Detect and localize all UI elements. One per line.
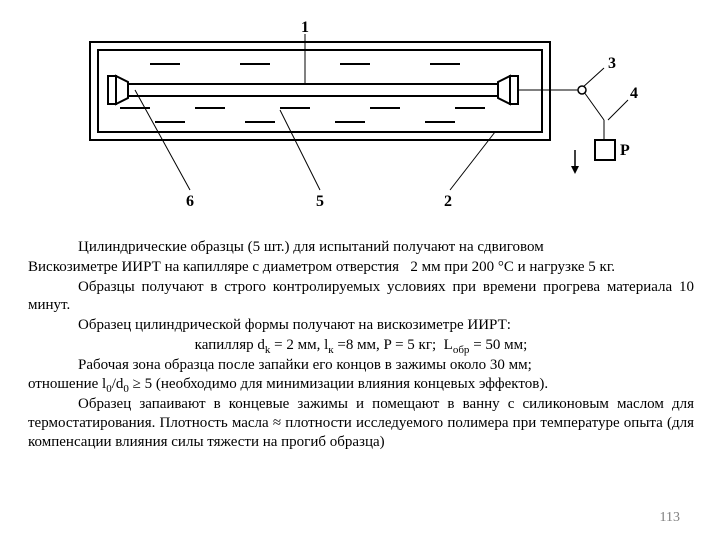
label-3: 3 <box>608 55 616 72</box>
body-text: Цилиндрические образцы (5 шт.) для испыт… <box>28 238 694 452</box>
label-p: P <box>620 142 630 159</box>
para-2: Образцы получают в строго контролируемых… <box>28 278 694 316</box>
label-4: 4 <box>630 85 638 102</box>
page-number: 113 <box>660 509 680 527</box>
diagram: 1 3 4 P 6 5 2 <box>80 20 640 220</box>
label-5: 5 <box>316 193 324 210</box>
para-3: Образец цилиндрической формы получают на… <box>28 316 694 335</box>
label-6: 6 <box>186 193 194 210</box>
label-1: 1 <box>301 20 309 36</box>
page: 1 3 4 P 6 5 2 Цилиндрические образцы (5 … <box>0 0 720 540</box>
para-6: Образец запаивают в концевые зажимы и по… <box>28 395 694 451</box>
para-5b: отношение l0/d0 ≥ 5 (необходимо для мини… <box>28 375 694 394</box>
para-1b: Вискозиметре ИИРТ на капилляре с диаметр… <box>28 258 694 277</box>
para-1a: Цилиндрические образцы (5 шт.) для испыт… <box>28 238 694 257</box>
label-2: 2 <box>444 193 452 210</box>
para-4: капилляр dk = 2 мм, lк =8 мм, P = 5 кг; … <box>28 336 694 355</box>
para-5a: Рабочая зона образца после запайки его к… <box>28 356 694 375</box>
diagram-svg: 1 3 4 P 6 5 2 <box>80 20 640 220</box>
